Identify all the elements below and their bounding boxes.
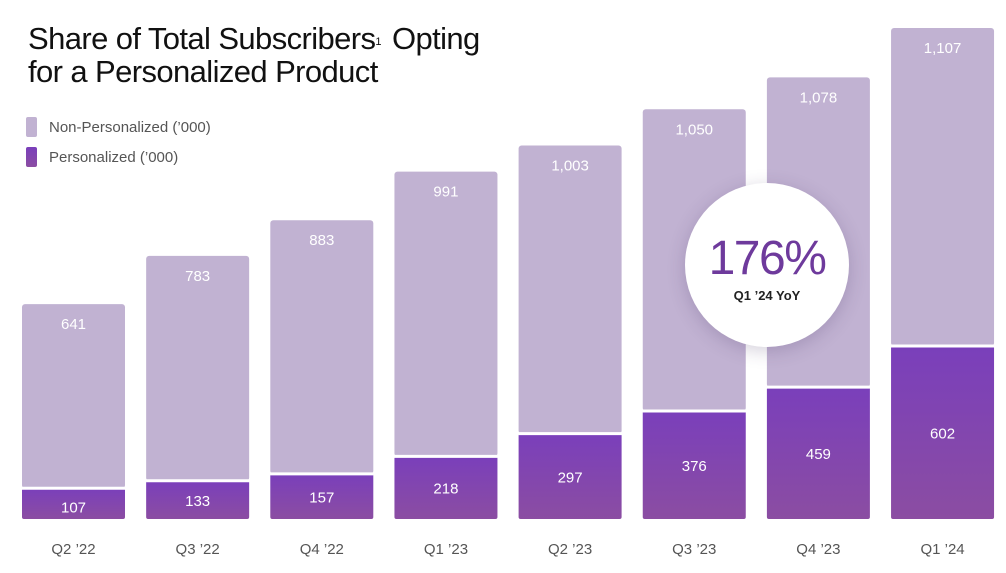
legend: Non-Personalized (’000) Personalized (’0…: [26, 112, 211, 172]
label-non-personalized-q3-23: 1,050: [675, 121, 713, 138]
chart-title-main: Share of Total Subscribers: [28, 21, 376, 56]
label-personalized-q2-23: 297: [558, 469, 583, 486]
x-axis-ticks: Q2 ’22 Q3 ’22 Q4 ’22 Q1 ’23 Q2 ’23 Q3 ’23 Q4 ’…: [51, 541, 964, 558]
bar-personalized-q2-23: [518, 433, 622, 519]
legend-item-non-personalized: Non-Personalized (’000): [26, 112, 211, 142]
x-tick-q1-23: Q1 ’23: [424, 541, 468, 558]
legend-label-non-personalized: Non-Personalized (’000): [49, 118, 211, 136]
label-non-personalized-q2-23: 1,003: [551, 158, 589, 175]
label-personalized-q2-22: 107: [61, 499, 86, 516]
bar-personalized-q3-23: [642, 410, 746, 519]
label-personalized-q4-23: 459: [806, 446, 831, 463]
yoy-growth-caption: Q1 ’24 YoY: [733, 287, 801, 303]
legend-item-personalized: Personalized (’000): [26, 142, 211, 172]
label-non-personalized-q4-23: 1,078: [800, 89, 838, 106]
x-tick-q3-23: Q3 ’23: [672, 541, 716, 558]
bar-personalized-q4-23: [766, 387, 870, 519]
bar-non-personalized-q2-22: [22, 304, 125, 489]
x-tick-q4-22: Q4 ’22: [300, 541, 344, 558]
x-tick-q2-22: Q2 ’22: [51, 541, 95, 558]
bar-non-personalized-q1-23: [394, 171, 498, 457]
x-tick-q3-22: Q3 ’22: [176, 541, 220, 558]
label-personalized-q3-22: 133: [185, 493, 210, 510]
label-non-personalized-q2-22: 641: [61, 316, 86, 333]
legend-swatch-personalized: [26, 147, 37, 167]
label-personalized-q4-22: 157: [309, 489, 334, 506]
bar-personalized-q1-24: [891, 346, 995, 519]
label-personalized-q1-24: 602: [930, 426, 955, 443]
chart-title-line2: for a Personalized Product: [28, 54, 378, 89]
label-non-personalized-q3-22: 783: [185, 268, 210, 285]
chart-title: Share of Total Subscribers1 Opting for a…: [28, 22, 480, 88]
bar-personalized-q4-22: [270, 473, 374, 519]
bar-non-personalized-q4-22: [270, 220, 374, 474]
legend-label-personalized: Personalized (’000): [49, 148, 179, 166]
label-personalized-q3-23: 376: [682, 458, 707, 475]
bars-group: 641 107 783 133 883 157 991 218 1,003 297 1,050 376…: [22, 28, 995, 519]
x-tick-q4-23: Q4 ’23: [796, 541, 840, 558]
label-non-personalized-q4-22: 883: [309, 232, 334, 249]
x-tick-q2-23: Q2 ’23: [548, 541, 592, 558]
yoy-growth-badge: 176% Q1 ’24 YoY: [685, 183, 849, 347]
label-non-personalized-q1-24: 1,107: [924, 40, 962, 57]
label-personalized-q1-23: 218: [433, 481, 458, 498]
yoy-growth-value: 176%: [708, 231, 827, 285]
x-tick-q1-24: Q1 ’24: [920, 541, 964, 558]
label-non-personalized-q1-23: 991: [433, 184, 458, 201]
title-footnote-marker: 1: [375, 36, 381, 48]
bar-non-personalized-q2-23: [518, 145, 622, 434]
bar-non-personalized-q3-22: [146, 255, 250, 481]
bar-personalized-q2-22: [22, 488, 125, 519]
bar-personalized-q1-23: [394, 456, 498, 519]
bar-personalized-q3-22: [146, 480, 250, 519]
bar-non-personalized-q1-24: [891, 28, 995, 347]
chart-title-rest: Opting: [383, 21, 480, 56]
legend-swatch-non-personalized: [26, 117, 37, 137]
